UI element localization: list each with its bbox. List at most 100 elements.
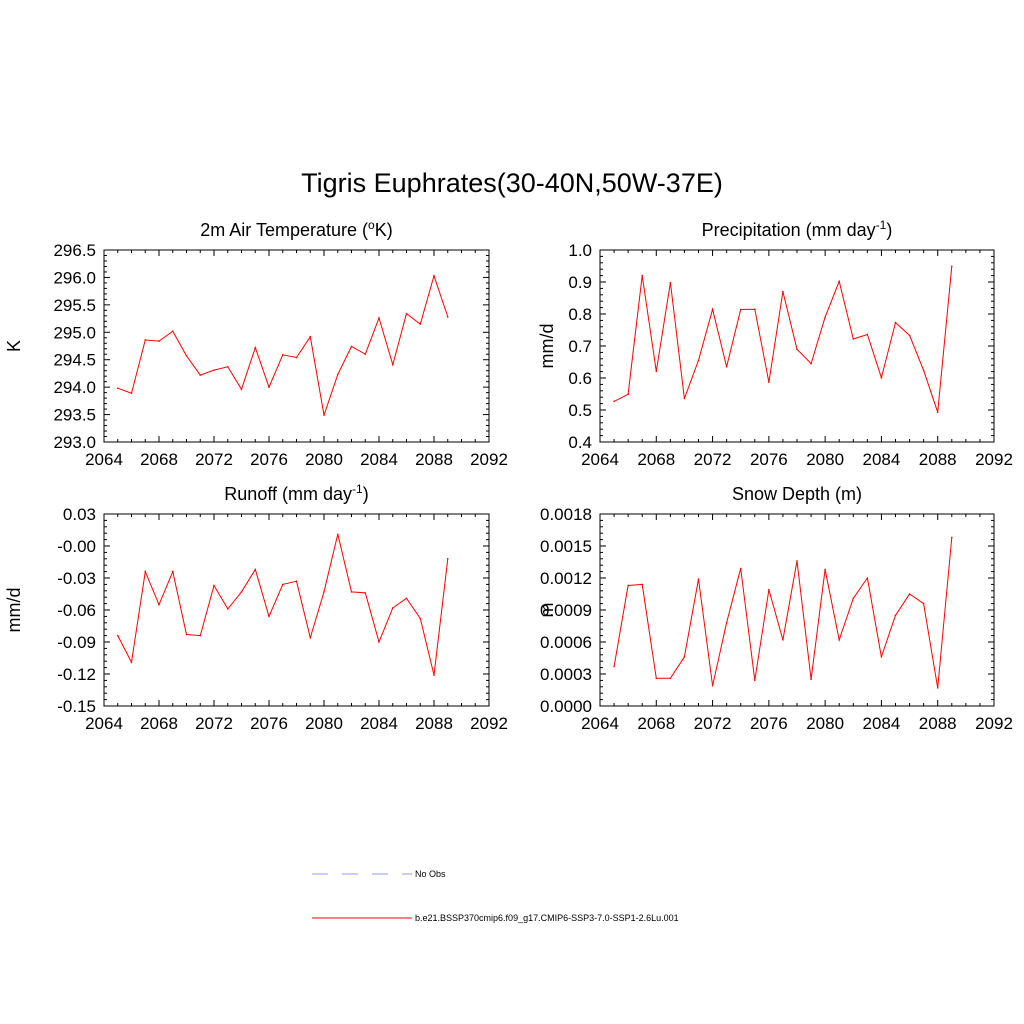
chart-title: Runoff (mm day-1) <box>224 482 368 504</box>
data-point <box>199 374 202 376</box>
data-point <box>281 583 284 586</box>
x-tick-label: 2084 <box>863 450 901 469</box>
data-point <box>309 636 312 639</box>
y-tick-label: 0.0003 <box>540 665 592 684</box>
data-point <box>323 414 325 416</box>
data-point <box>641 583 644 586</box>
data-point <box>433 674 435 676</box>
data-point <box>419 617 422 620</box>
data-point <box>908 334 911 337</box>
y-tick-label: 296.5 <box>53 241 96 260</box>
data-point <box>323 591 325 593</box>
x-tick-label: 2080 <box>305 714 343 733</box>
data-point <box>669 677 672 680</box>
x-tick-label: 2088 <box>919 714 957 733</box>
chart-title: 2m Air Temperature (oK) <box>200 218 392 240</box>
x-tick-label: 2072 <box>195 714 233 733</box>
data-point <box>922 602 925 605</box>
data-point <box>185 633 188 636</box>
data-point <box>171 330 174 332</box>
plot-frame <box>599 249 995 443</box>
x-tick-label: 2072 <box>694 714 732 733</box>
x-tick-label: 2080 <box>806 714 844 733</box>
x-tick-label: 2068 <box>140 714 178 733</box>
x-tick-label: 2088 <box>415 450 453 469</box>
data-point <box>254 346 257 349</box>
data-point <box>810 678 812 681</box>
data-point <box>433 274 435 277</box>
data-point <box>144 570 147 573</box>
y-tick-label: 0.9 <box>568 273 592 292</box>
data-point <box>213 369 215 371</box>
data-point <box>240 388 243 391</box>
data-point <box>364 353 367 356</box>
data-point <box>268 386 270 388</box>
data-point <box>768 381 770 383</box>
y-tick-label: -0.03 <box>57 569 96 588</box>
data-point <box>711 308 714 311</box>
series-line <box>613 537 953 688</box>
data-point <box>697 578 700 580</box>
data-point <box>199 634 202 637</box>
data-point <box>922 369 925 372</box>
y-tick-label: 0.0000 <box>540 697 592 716</box>
data-point <box>364 592 367 594</box>
data-point <box>185 355 188 357</box>
x-tick-label: 2076 <box>750 450 788 469</box>
data-point <box>116 387 119 390</box>
data-point <box>336 533 339 536</box>
data-point <box>880 376 883 379</box>
chart-title-main: Precipitation (mm day <box>702 220 876 240</box>
data-point <box>683 397 686 400</box>
data-point <box>711 684 714 687</box>
series-line <box>117 274 449 416</box>
y-tick-label: 295.0 <box>53 323 96 342</box>
data-point <box>268 615 270 618</box>
data-point <box>226 608 229 610</box>
data-point <box>950 536 953 539</box>
y-tick-label: 0.03 <box>63 505 96 524</box>
data-point <box>627 393 629 396</box>
y-tick-label: 0.8 <box>568 305 592 324</box>
x-tick-label: 2076 <box>250 714 288 733</box>
chart-panel-4: 2064 2068 2072 2076 2080 2084 2088 2092 0.0000 0.… <box>537 484 1013 733</box>
data-point <box>880 656 883 658</box>
data-point <box>739 567 742 570</box>
data-point <box>838 280 841 283</box>
x-tick-label: 2080 <box>806 450 844 469</box>
data-point <box>391 607 394 609</box>
data-point <box>725 366 728 368</box>
data-point <box>739 308 742 311</box>
y-tick-label: 0.0015 <box>540 537 592 556</box>
data-point <box>213 584 215 587</box>
data-point <box>852 597 855 600</box>
data-point <box>936 411 939 414</box>
data-point <box>446 316 449 318</box>
x-tick-label: 2092 <box>975 714 1013 733</box>
series-line <box>613 266 953 413</box>
data-point <box>295 356 298 359</box>
data-point <box>240 591 243 593</box>
data-point <box>894 321 897 324</box>
chart-title-tail: ) <box>363 484 369 504</box>
plot-frame <box>103 249 490 443</box>
data-point <box>824 568 826 571</box>
data-point <box>683 656 686 658</box>
data-point <box>627 584 629 587</box>
data-point <box>782 290 784 293</box>
data-point <box>391 363 394 366</box>
x-tick-label: 2092 <box>470 714 508 733</box>
x-tick-label: 2064 <box>581 714 619 733</box>
y-tick-label: 294.0 <box>53 378 96 397</box>
data-point <box>405 597 408 600</box>
data-point <box>158 603 160 606</box>
y-tick-label: -0.09 <box>57 633 96 652</box>
chart-title-tail: K) <box>375 220 393 240</box>
y-tick-label: 294.5 <box>53 351 96 370</box>
data-point <box>824 316 826 319</box>
x-tick-label: 2072 <box>195 450 233 469</box>
data-point <box>908 593 911 595</box>
data-point <box>130 661 133 664</box>
data-point <box>641 274 644 277</box>
data-point <box>130 392 133 394</box>
